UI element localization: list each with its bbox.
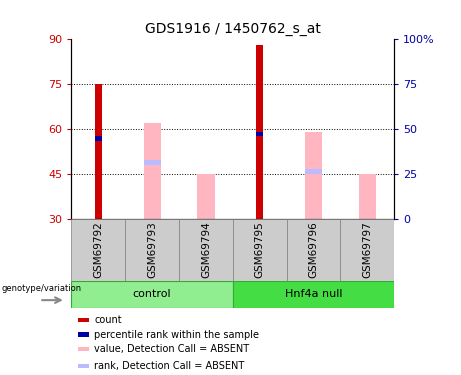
Bar bbox=[95, 84, 102, 219]
Bar bbox=[305, 169, 322, 174]
Bar bbox=[71, 281, 233, 308]
Bar bbox=[125, 219, 179, 281]
Bar bbox=[143, 160, 161, 165]
Text: GSM69792: GSM69792 bbox=[93, 221, 103, 278]
Bar bbox=[71, 219, 125, 281]
Bar bbox=[233, 219, 287, 281]
Bar bbox=[197, 174, 214, 219]
Bar bbox=[143, 123, 161, 219]
Bar bbox=[256, 45, 263, 219]
Bar bbox=[78, 363, 89, 368]
Text: GSM69793: GSM69793 bbox=[147, 221, 157, 278]
Text: GSM69794: GSM69794 bbox=[201, 221, 211, 278]
Bar bbox=[340, 219, 394, 281]
Bar bbox=[287, 219, 340, 281]
Text: GSM69795: GSM69795 bbox=[254, 221, 265, 278]
Bar bbox=[359, 174, 376, 219]
Text: rank, Detection Call = ABSENT: rank, Detection Call = ABSENT bbox=[94, 360, 244, 370]
Bar bbox=[78, 318, 89, 322]
Bar bbox=[305, 132, 322, 219]
Text: GSM69797: GSM69797 bbox=[362, 221, 372, 278]
Text: value, Detection Call = ABSENT: value, Detection Call = ABSENT bbox=[94, 344, 249, 354]
Bar bbox=[256, 132, 263, 136]
Text: percentile rank within the sample: percentile rank within the sample bbox=[94, 330, 259, 339]
Bar bbox=[95, 136, 102, 141]
Text: count: count bbox=[94, 315, 122, 325]
Bar bbox=[78, 347, 89, 351]
Text: Hnf4a null: Hnf4a null bbox=[285, 290, 342, 299]
Bar bbox=[233, 281, 394, 308]
Title: GDS1916 / 1450762_s_at: GDS1916 / 1450762_s_at bbox=[145, 22, 321, 36]
Text: genotype/variation: genotype/variation bbox=[1, 284, 82, 293]
Text: GSM69796: GSM69796 bbox=[308, 221, 319, 278]
Bar bbox=[78, 333, 89, 336]
Bar bbox=[179, 219, 233, 281]
Text: control: control bbox=[133, 290, 171, 299]
